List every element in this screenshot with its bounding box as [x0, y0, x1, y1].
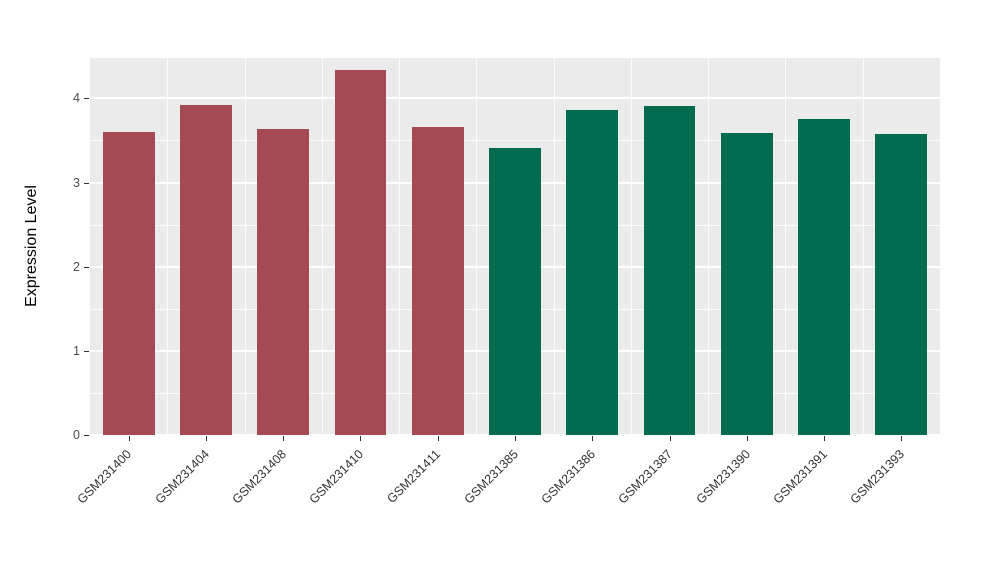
- x-tick-label: GSM231411: [384, 447, 444, 506]
- y-tick-label: 0: [73, 428, 80, 442]
- x-tick-label: GSM231393: [847, 447, 908, 507]
- x-tick-mark: [283, 436, 285, 441]
- bar: [180, 105, 232, 435]
- gridline-vertical: [476, 58, 478, 435]
- x-tick-label: GSM231408: [229, 447, 290, 507]
- y-tick-mark: [84, 350, 89, 352]
- bar: [566, 110, 619, 435]
- x-tick-mark: [669, 436, 671, 441]
- y-axis-title: Expression Level: [23, 185, 40, 307]
- gridline-minor: [90, 140, 940, 142]
- x-tick-label: GSM231391: [770, 447, 830, 507]
- gridline-vertical: [553, 58, 555, 435]
- y-tick-mark: [84, 182, 89, 184]
- x-tick-label: GSM231386: [538, 447, 599, 507]
- gridline-major: [90, 97, 940, 100]
- y-tick-label: 4: [73, 91, 80, 106]
- x-tick-label: GSM231387: [615, 447, 676, 507]
- x-tick-label: GSM231410: [306, 447, 367, 507]
- gridline-vertical: [785, 58, 787, 435]
- x-tick-mark: [901, 436, 903, 441]
- x-tick-mark: [128, 436, 130, 441]
- x-tick-label: GSM231385: [461, 447, 521, 507]
- x-tick-label: GSM231404: [152, 447, 212, 507]
- bar: [720, 132, 773, 435]
- x-tick-label: GSM231390: [693, 447, 753, 507]
- x-tick-mark: [824, 436, 826, 441]
- gridline-vertical: [399, 58, 401, 435]
- y-tick-label: 1: [73, 343, 80, 358]
- x-tick-mark: [437, 436, 439, 441]
- bar: [257, 128, 310, 435]
- gridline-vertical: [708, 58, 710, 435]
- gridline-vertical: [321, 58, 323, 435]
- gridline-vertical: [630, 58, 632, 435]
- x-tick-mark: [515, 436, 516, 441]
- bar: [489, 148, 541, 435]
- bar: [798, 118, 850, 435]
- bar: [875, 133, 928, 435]
- bar: [411, 127, 464, 435]
- x-tick-mark: [360, 436, 362, 441]
- gridline-vertical: [862, 58, 864, 435]
- plot-area: [90, 58, 940, 436]
- y-tick-mark: [84, 266, 89, 268]
- bar: [643, 105, 696, 435]
- x-tick-mark: [205, 436, 207, 441]
- gridline-major: [90, 434, 940, 436]
- y-tick-label: 2: [73, 259, 80, 274]
- gridline-vertical: [167, 58, 169, 435]
- bar: [334, 69, 387, 435]
- y-tick-mark: [84, 435, 89, 436]
- x-tick-mark: [746, 436, 748, 441]
- gridline-vertical: [244, 58, 246, 435]
- y-tick-mark: [84, 98, 89, 100]
- bar: [102, 132, 155, 435]
- y-tick-label: 3: [73, 175, 80, 190]
- x-tick-mark: [592, 436, 594, 441]
- x-tick-label: GSM231400: [75, 447, 135, 507]
